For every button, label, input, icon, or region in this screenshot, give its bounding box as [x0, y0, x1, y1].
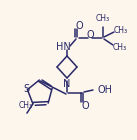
Text: O: O: [75, 21, 83, 31]
Text: CH₃: CH₃: [113, 43, 127, 52]
Text: O: O: [86, 30, 94, 40]
Text: CH₃: CH₃: [114, 25, 128, 34]
Text: O: O: [81, 101, 89, 111]
Text: N: N: [63, 79, 71, 89]
Text: CH₃: CH₃: [96, 14, 110, 23]
Text: OH: OH: [98, 85, 113, 95]
Text: S: S: [23, 84, 29, 94]
Text: HN: HN: [56, 42, 70, 52]
Text: CH₃: CH₃: [19, 101, 33, 110]
